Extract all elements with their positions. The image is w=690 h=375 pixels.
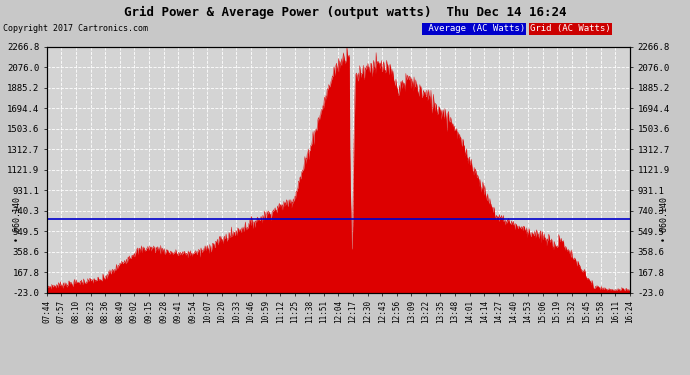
Text: • 660.140: • 660.140 [13, 197, 22, 242]
Text: Grid (AC Watts): Grid (AC Watts) [530, 24, 611, 33]
Text: Average (AC Watts): Average (AC Watts) [423, 24, 525, 33]
Text: Copyright 2017 Cartronics.com: Copyright 2017 Cartronics.com [3, 24, 148, 33]
Text: • 660.140: • 660.140 [660, 197, 669, 242]
Text: Grid Power & Average Power (output watts)  Thu Dec 14 16:24: Grid Power & Average Power (output watts… [124, 6, 566, 19]
